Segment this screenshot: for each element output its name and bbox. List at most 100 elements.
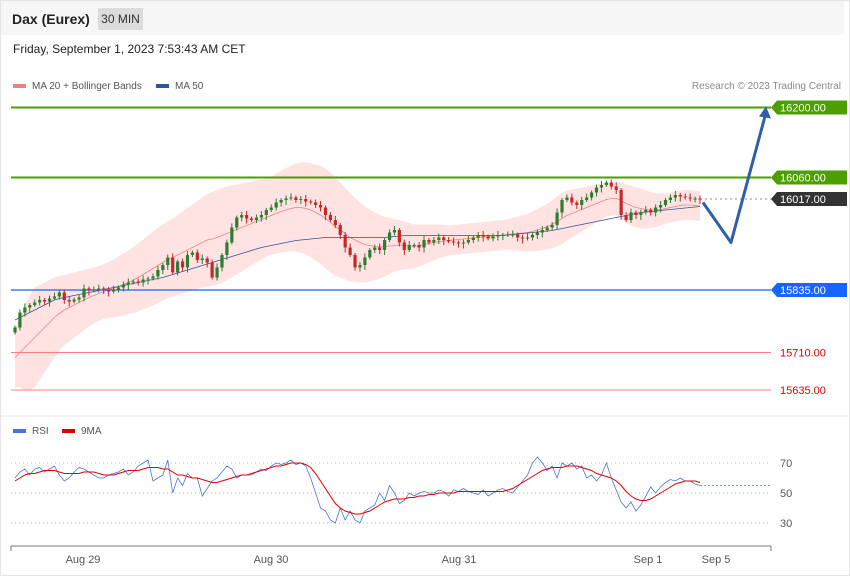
candle-body xyxy=(378,247,382,250)
candle-body xyxy=(215,267,219,278)
candle-body xyxy=(535,232,539,235)
x-tick-label: Aug 30 xyxy=(254,554,289,566)
rsi-level-label: 30 xyxy=(780,518,792,530)
legend-label-rsi: RSI xyxy=(32,426,49,437)
legend-swatch-9ma xyxy=(62,429,75,434)
candle-body xyxy=(249,218,254,220)
candle-body xyxy=(82,288,86,298)
candle-body xyxy=(585,197,589,200)
candle-body xyxy=(540,230,544,233)
candle-body xyxy=(57,292,61,297)
instrument-title: Dax (Eurex) xyxy=(12,11,90,27)
rsi-line xyxy=(14,456,701,524)
candle-body xyxy=(516,234,520,238)
candle-body xyxy=(476,235,480,238)
candle-body xyxy=(67,300,71,302)
legend-swatch-rsi xyxy=(13,429,26,434)
interval-button[interactable]: 30 MIN xyxy=(98,8,143,30)
candle-body xyxy=(107,290,111,292)
legend-swatch-ma20 xyxy=(13,84,26,89)
candle-body xyxy=(200,258,204,260)
candle-body xyxy=(92,289,96,291)
candle-body xyxy=(314,202,318,205)
candle-body xyxy=(511,234,515,236)
candle-body xyxy=(437,237,441,240)
bollinger-band xyxy=(15,162,700,390)
candle-body xyxy=(412,245,416,246)
candle-body xyxy=(663,200,668,205)
candle-body xyxy=(501,235,505,236)
candle-body xyxy=(259,215,264,218)
level-label: 16017.00 xyxy=(780,194,826,206)
candle-body xyxy=(161,265,165,270)
candle-body xyxy=(131,281,135,283)
candle-body xyxy=(570,197,574,203)
candle-body xyxy=(254,217,259,220)
candle-body xyxy=(604,182,608,185)
candle-body xyxy=(205,258,209,263)
candle-body xyxy=(654,207,658,213)
candle-body xyxy=(72,299,76,302)
candle-body xyxy=(240,215,244,218)
candle-body xyxy=(126,282,130,285)
candle-body xyxy=(668,197,673,200)
candle-body xyxy=(432,240,436,243)
candle-body xyxy=(639,212,643,215)
ma20-line xyxy=(14,198,701,358)
x-tick-label: Aug 31 xyxy=(442,554,477,566)
candle-body xyxy=(13,327,17,333)
candle-body xyxy=(338,225,342,235)
candle-body xyxy=(550,225,554,228)
candle-body xyxy=(506,234,510,236)
forecast-arrowhead xyxy=(759,106,771,119)
x-tick-label: Aug 29 xyxy=(66,554,101,566)
candle-body xyxy=(471,237,475,240)
candle-body xyxy=(619,190,623,215)
candle-body xyxy=(658,205,663,208)
candle-body xyxy=(678,195,682,197)
candle-body xyxy=(323,207,328,215)
candle-body xyxy=(614,186,618,190)
candle-body xyxy=(589,192,594,198)
candle-body xyxy=(328,215,332,220)
candle-body xyxy=(220,255,224,268)
candle-body xyxy=(62,292,66,300)
candle-body xyxy=(451,241,456,243)
candle-body xyxy=(304,199,308,202)
candle-body xyxy=(52,296,57,299)
candle-body xyxy=(264,210,268,215)
candle-body xyxy=(309,201,313,203)
candle-body xyxy=(693,198,697,200)
candle-body xyxy=(402,242,406,250)
candle-body xyxy=(575,202,579,205)
candle-body xyxy=(343,235,347,248)
candle-body xyxy=(210,262,214,278)
x-tick-label: Sep 5 xyxy=(702,554,731,566)
candle-body xyxy=(33,302,37,305)
candle-body xyxy=(111,289,116,292)
level-badge xyxy=(771,170,847,185)
candle-body xyxy=(353,255,357,268)
candle-body xyxy=(28,305,32,308)
candle-body xyxy=(195,252,199,260)
candle-body xyxy=(116,287,121,290)
candle-body xyxy=(279,200,283,203)
candle-body xyxy=(560,200,564,213)
candle-body xyxy=(565,197,569,200)
candle-body xyxy=(447,240,451,242)
candle-body xyxy=(289,197,293,199)
candle-body xyxy=(580,200,584,205)
candle-body xyxy=(644,210,648,213)
credit-text: Research © 2023 Trading Central xyxy=(691,81,841,92)
candle-body xyxy=(594,187,599,193)
candle-body xyxy=(442,237,446,240)
level-label: 15835.00 xyxy=(780,285,826,297)
candle-body xyxy=(23,307,27,313)
level-badge xyxy=(771,100,847,115)
candle-body xyxy=(481,235,485,237)
candle-body xyxy=(368,250,372,258)
candle-body xyxy=(629,212,633,220)
legend-ma50: MA 50 xyxy=(156,81,203,92)
candle-body xyxy=(176,261,180,273)
candle-body xyxy=(387,232,392,240)
